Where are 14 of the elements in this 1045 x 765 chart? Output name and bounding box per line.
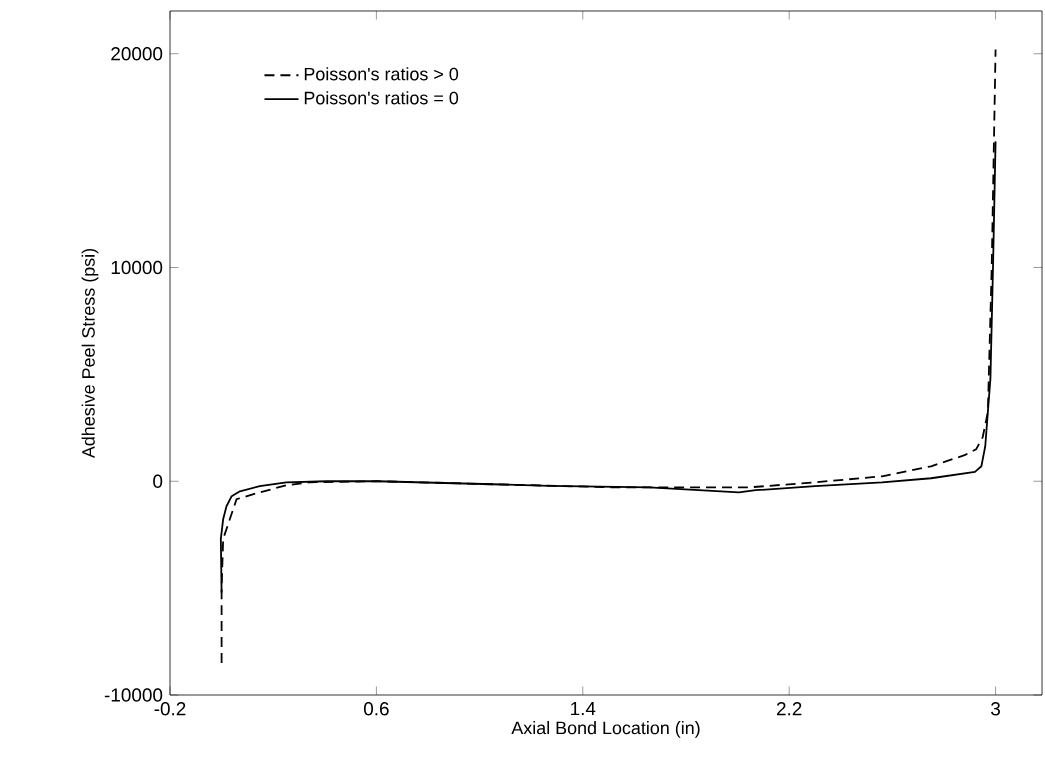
x-tick-label: 1.4 — [571, 702, 596, 716]
x-tick-label: 0.6 — [363, 702, 389, 716]
x-axis-title: Axial Bond Location (in) — [511, 721, 700, 738]
y-tick-label: 10000 — [111, 260, 163, 275]
line-series — [220, 48, 997, 664]
x-tick-label: 2.2 — [776, 702, 802, 716]
y-tick-label: 0 — [153, 474, 163, 488]
y-tick-label: 20000 — [111, 47, 163, 61]
legend-label: Poisson's ratios = 0 — [304, 91, 459, 105]
legend-label: Poisson's ratios > 0 — [304, 67, 459, 81]
x-tick-label: -0.2 — [154, 702, 186, 716]
x-tick-label: 3 — [991, 702, 1000, 716]
y-axis-title: Adhesive Peel Stress (psi) — [81, 248, 99, 459]
y-tick-label: -10000 — [104, 688, 163, 702]
